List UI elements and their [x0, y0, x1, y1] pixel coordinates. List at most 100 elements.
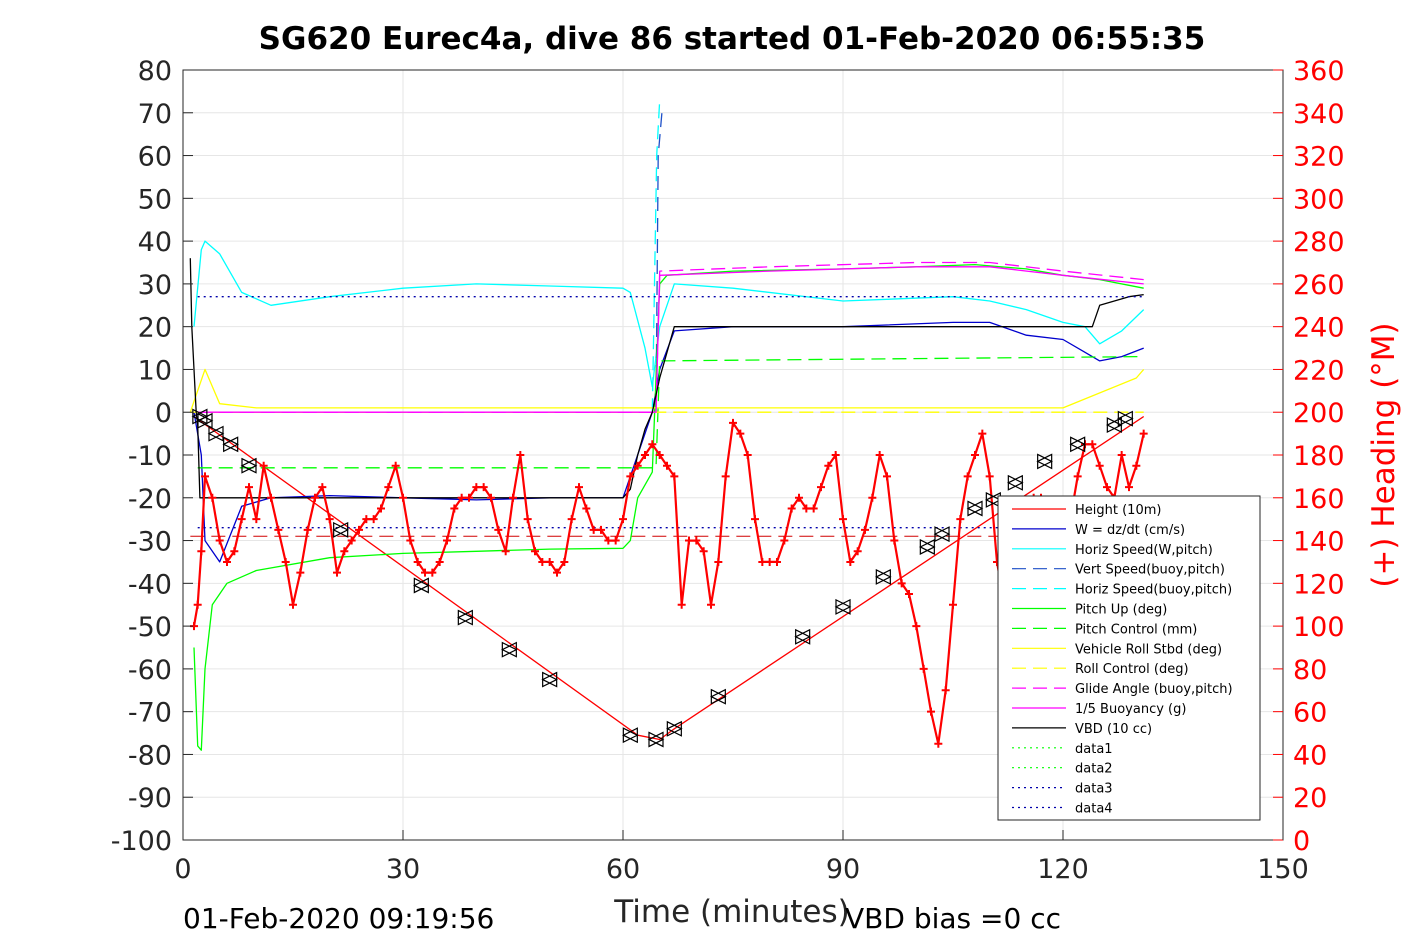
heading-point [325, 515, 334, 524]
series-line-pitch-up-deg [193, 263, 1144, 751]
heading-point [252, 515, 261, 524]
right-tick-label: 160 [1293, 484, 1345, 515]
left-tick-label: 40 [138, 227, 172, 258]
heading-point [281, 557, 290, 566]
heading-point [362, 515, 371, 524]
depth-marker [541, 671, 559, 688]
heading-point [633, 461, 642, 470]
left-tick-label: -50 [128, 612, 172, 643]
heading-point [384, 483, 393, 492]
left-axis-ticks: 80 70 60 50 40 30 20 10 0 -10 -20 -30 -40 -50 -60 -70 -8… [111, 56, 193, 857]
heading-point [1117, 451, 1126, 459]
heading-point [941, 686, 950, 695]
left-tick-label: 80 [138, 56, 172, 87]
heading-point [465, 493, 473, 502]
left-tick-label: -90 [128, 783, 172, 814]
heading-point [824, 461, 833, 470]
heading-point [457, 493, 466, 502]
right-tick-label: 300 [1293, 184, 1345, 215]
depth-marker [933, 526, 951, 543]
heading-point [516, 451, 525, 459]
heading-point [553, 568, 561, 577]
heading-point [223, 557, 231, 566]
right-axis-ticks: 3603403203002802602402202001801601401201… [1273, 56, 1345, 857]
heading-point [648, 440, 657, 449]
heading-point [831, 451, 840, 459]
right-tick-label: 100 [1293, 612, 1345, 643]
heading-point [736, 429, 745, 438]
heading-point [377, 504, 385, 513]
right-tick-label: 120 [1293, 569, 1345, 600]
series-line-vehicle-roll-stbd-deg [189, 368, 1145, 413]
depth-marker [1069, 436, 1087, 453]
heading-point [1125, 483, 1133, 492]
heading-point [1095, 461, 1104, 470]
heading-point [685, 536, 693, 545]
heading-point [487, 493, 495, 502]
right-tick-label: 140 [1293, 527, 1345, 558]
left-tick-label: -20 [128, 484, 172, 515]
heading-point [795, 493, 803, 502]
heading-point [846, 557, 855, 566]
heading-point [267, 493, 275, 502]
depth-marker [621, 727, 639, 744]
heading-point [1088, 440, 1097, 449]
depth-marker [207, 425, 225, 442]
depth-marker [834, 598, 852, 615]
heading-point [619, 515, 627, 524]
depth-marker [412, 577, 430, 594]
heading-point [751, 515, 759, 524]
heading-point [875, 451, 884, 459]
depth-marker [665, 720, 683, 737]
left-tick-label: 70 [138, 99, 172, 130]
heading-point [641, 451, 649, 459]
heading-point [1073, 472, 1082, 481]
legend-label-w-dz-dt-cm-s: W = dz/dt (cm/s) [1075, 523, 1185, 538]
series-line-w-dz-dt-cm-s [193, 321, 1144, 563]
heading-point [1139, 429, 1148, 438]
left-tick-label: -60 [128, 655, 172, 686]
heading-point [289, 600, 297, 609]
right-tick-label: 360 [1293, 56, 1345, 87]
left-tick-label: 0 [155, 398, 172, 429]
heading-point [758, 557, 767, 566]
legend-label-horiz-speed-w-pitch: Horiz Speed(W,pitch) [1075, 543, 1213, 558]
right-tick-label: 20 [1293, 783, 1327, 814]
heading-point [1132, 461, 1141, 470]
right-axis-label: (+) Heading (°M) [1366, 322, 1402, 587]
heading-point [333, 568, 341, 577]
chart-title: SG620 Eurec4a, dive 86 started 01-Feb-20… [259, 21, 1206, 57]
x-axis-ticks: 0 30 60 90 120 150 [174, 830, 1309, 885]
heading-point [868, 493, 877, 502]
legend-label-data1: data1 [1075, 742, 1113, 757]
left-tick-label: 60 [138, 142, 172, 173]
heading-point [303, 525, 312, 534]
heading-point [956, 515, 965, 524]
heading-point [589, 525, 598, 534]
heading-point [237, 515, 246, 524]
legend-label-height-10m: Height (10m) [1075, 503, 1161, 518]
heading-point [245, 483, 253, 492]
x-tick-label: 150 [1257, 854, 1309, 885]
left-tick-label: -80 [128, 740, 172, 771]
heading-point [861, 525, 869, 534]
left-tick-label: -30 [128, 527, 172, 558]
left-tick-label: -40 [128, 569, 172, 600]
x-tick-label: 30 [386, 854, 420, 885]
depth-marker [240, 457, 258, 474]
series-line-horiz-speed-w-pitch [193, 240, 1145, 388]
heading-point [780, 536, 789, 545]
x-tick-label: 60 [606, 854, 640, 885]
heading-point [311, 493, 319, 502]
depth-marker [222, 436, 240, 453]
heading-point [567, 515, 576, 524]
x-tick-label: 120 [1037, 854, 1089, 885]
legend-label-pitch-control-mm: Pitch Control (mm) [1075, 622, 1197, 637]
heading-point [413, 557, 422, 566]
legend-box [997, 495, 1261, 821]
right-tick-label: 320 [1293, 142, 1345, 173]
heading-point [985, 472, 994, 481]
series-layer [189, 99, 1145, 751]
heading-point [699, 547, 708, 556]
heading-point [721, 472, 730, 481]
